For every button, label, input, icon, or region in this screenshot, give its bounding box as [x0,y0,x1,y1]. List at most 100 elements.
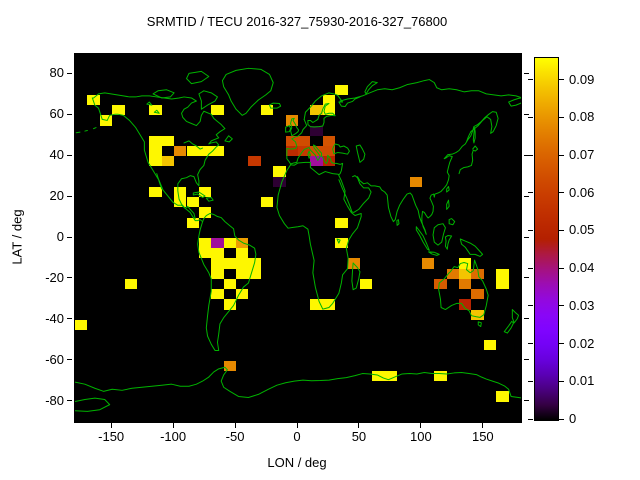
y-tick-mark [67,400,72,402]
heat-cell [161,135,175,146]
heat-cell [285,135,298,146]
coastline-segment [356,145,365,162]
heat-cell [149,135,162,146]
heat-cell [186,217,199,228]
coastline-segment [206,198,213,202]
heat-cell [273,176,286,187]
colorbar-tick-mark-right [559,380,564,382]
colorbar-tick-mark [528,418,533,420]
x-tick-mark [420,423,422,428]
coastline-segment [445,236,451,250]
heat-cell [186,146,199,157]
heat-cell [421,258,435,269]
colorbar-tick-mark [528,229,533,231]
heat-cell [285,146,298,157]
heat-cell [211,146,224,157]
heat-cell [335,238,348,249]
coastline-segment [473,128,475,143]
y-tick-label: 80 [49,65,64,81]
coastline-segment [340,80,521,101]
heat-cell [322,135,336,146]
y-tick-mark-right [524,236,529,238]
heat-cell [174,146,187,157]
y-tick-label: -40 [45,310,64,326]
heat-cell [384,370,398,382]
coastline-segment [184,141,203,149]
colorbar-tick-label: 0.02 [569,335,595,351]
y-tick-mark [67,72,72,74]
colorbar-tick-mark-right [559,79,564,81]
heat-cell [298,146,311,157]
heat-cell [322,156,336,167]
heat-cell [471,309,484,320]
heat-cell [248,268,261,279]
y-tick-label: -60 [45,351,64,367]
heat-cell [211,105,224,116]
heat-cell [149,156,162,167]
heat-cell [483,340,497,351]
coastline-segment [439,260,489,317]
chart-title: SRMTID / TECU 2016-327_75930-2016-327_76… [146,14,448,29]
heat-cell [496,391,509,402]
x-tick-label: -150 [98,429,125,444]
colorbar-tick-mark-right [559,418,564,420]
x-axis-label: LON / deg [267,455,327,470]
heat-cell [223,278,237,290]
coastline-segment [75,367,521,398]
coastline-segment [277,162,361,309]
colorbar-tick-label: 0.05 [569,222,595,238]
colorbar-tick-mark [528,192,533,194]
heat-cell [260,197,274,208]
colorbar-tick-mark-right [559,116,564,118]
heat-cell [322,146,336,157]
coastline-segment [459,146,478,174]
colorbar-tick-mark [528,380,533,382]
heat-cell [471,268,484,279]
coastline-segment [449,219,455,225]
colorbar-tick-mark-right [559,305,564,307]
coastline-segment [357,112,498,235]
heat-cell [211,238,224,249]
heat-cell [161,156,175,167]
y-tick-mark-right [524,359,529,361]
coastline-segment [193,192,205,198]
coastline-segment [304,93,360,120]
heat-cell [236,289,249,300]
x-tick-label: -50 [225,429,245,444]
x-tick-mark [296,423,298,428]
coastline-segment [187,71,209,83]
colorbar-tick-mark [528,343,533,345]
heat-cell [335,84,348,95]
colorbar-tick-mark-right [559,192,564,194]
x-tick-label: 50 [351,429,367,444]
heat-cell [496,268,509,279]
y-tick-mark-right [524,277,529,279]
heat-cell [409,176,422,187]
x-tick-mark [172,423,174,428]
coastline-segment [460,239,482,256]
x-tick-label: 100 [410,429,432,444]
heat-cell [211,248,224,259]
colorbar-tick-mark-right [559,154,564,156]
heat-cell [322,299,336,310]
x-tick-mark [234,423,236,428]
heat-cell [248,156,261,167]
coastline-segment [153,90,174,98]
x-tick-mark [482,423,484,428]
heat-cell [335,217,348,228]
y-tick-label: -20 [45,269,64,285]
heat-cell [322,94,336,106]
y-tick-mark-right [524,72,529,74]
coastline-segment [365,82,377,94]
y-tick-label: -80 [45,392,64,408]
coastline-segment [287,119,343,174]
colorbar-tick-mark [528,154,533,156]
colorbar-tick-mark-right [559,267,564,269]
heat-cell [310,125,323,136]
heat-cell [236,248,249,259]
heat-cell [459,278,472,290]
coastline-segment [509,98,521,106]
heat-cell [434,278,447,290]
heat-cell [198,238,212,249]
heat-cell [223,360,237,371]
